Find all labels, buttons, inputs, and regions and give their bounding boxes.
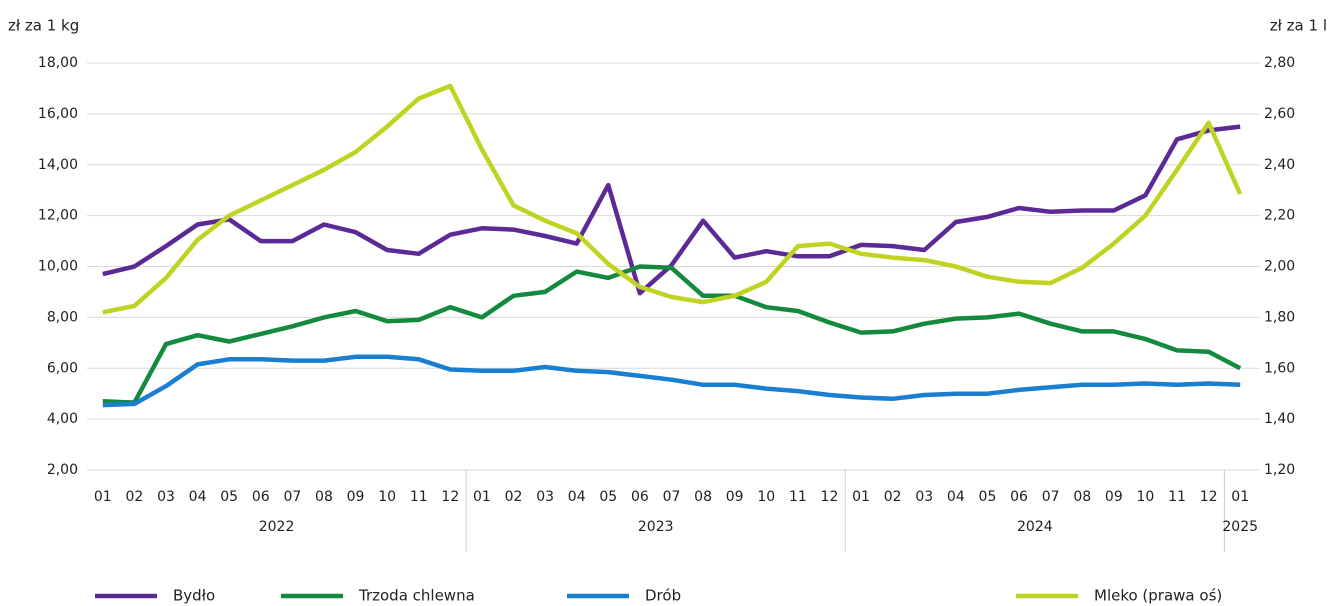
y2-tick-label: 2,00 <box>1264 259 1295 275</box>
series-line <box>102 124 1241 296</box>
x-tick-label: 08 <box>694 489 712 505</box>
x-tick-label: 05 <box>979 489 997 505</box>
x-tick-label: 09 <box>1105 489 1123 505</box>
x-tick-label: 09 <box>347 489 365 505</box>
x-tick-label: 11 <box>789 489 807 505</box>
x-tick-label: 02 <box>505 489 523 505</box>
x-tick-label: 04 <box>947 489 965 505</box>
series-line <box>102 83 1243 315</box>
x-tick-label: 01 <box>94 489 112 505</box>
x-tick-label: 11 <box>410 489 428 505</box>
legend-label: Bydło <box>173 587 215 605</box>
group-label: 2025 <box>1222 519 1258 535</box>
y-tick-label: 12,00 <box>38 208 78 224</box>
y2-tick-label: 2,40 <box>1264 157 1295 173</box>
x-tick-label: 09 <box>726 489 744 505</box>
x-tick-label: 04 <box>189 489 207 505</box>
x-tick-label: 07 <box>283 489 301 505</box>
x-tick-label: 07 <box>1042 489 1060 505</box>
group-label: 2022 <box>259 519 295 535</box>
y-tick-label: 4,00 <box>47 411 78 427</box>
x-tick-label: 01 <box>852 489 870 505</box>
x-tick-label: 08 <box>315 489 333 505</box>
x-tick-label: 05 <box>599 489 617 505</box>
y2-tick-label: 1,20 <box>1264 462 1295 478</box>
y2-tick-label: 1,80 <box>1264 309 1295 325</box>
x-tick-label: 12 <box>441 489 459 505</box>
x-tick-label: 10 <box>378 489 396 505</box>
y2-tick-label: 1,40 <box>1264 411 1295 427</box>
legend-label: Mleko (prawa oś) <box>1094 587 1222 605</box>
x-tick-label: 12 <box>821 489 839 505</box>
x-tick-label: 01 <box>473 489 491 505</box>
x-tick-label: 06 <box>631 489 649 505</box>
y-tick-label: 10,00 <box>38 259 78 275</box>
y-tick-label: 14,00 <box>38 157 78 173</box>
y2-tick-label: 2,20 <box>1264 208 1295 224</box>
y2-tick-label: 2,80 <box>1264 55 1295 71</box>
x-tick-label: 03 <box>157 489 175 505</box>
x-tick-label: 10 <box>757 489 775 505</box>
series-line <box>102 354 1241 408</box>
group-label: 2023 <box>638 519 674 535</box>
x-tick-label: 12 <box>1200 489 1218 505</box>
x-tick-label: 01 <box>1231 489 1249 505</box>
x-tick-label: 02 <box>125 489 143 505</box>
x-tick-label: 03 <box>536 489 554 505</box>
x-tick-label: 05 <box>220 489 238 505</box>
x-tick-label: 11 <box>1168 489 1186 505</box>
y-tick-label: 18,00 <box>38 55 78 71</box>
legend-label: Drób <box>645 587 681 605</box>
y2-axis-label: zł za 1 l <box>1270 17 1327 35</box>
x-tick-label: 06 <box>252 489 270 505</box>
legend-label: Trzoda chlewna <box>358 587 475 605</box>
x-tick-label: 08 <box>1073 489 1091 505</box>
series-line <box>102 264 1242 405</box>
x-tick-label: 04 <box>568 489 586 505</box>
y-tick-label: 8,00 <box>47 309 78 325</box>
y2-tick-label: 2,60 <box>1264 106 1295 122</box>
y2-tick-label: 1,60 <box>1264 360 1295 376</box>
x-tick-label: 07 <box>663 489 681 505</box>
y-axis-label: zł za 1 kg <box>8 17 79 35</box>
x-tick-label: 10 <box>1137 489 1155 505</box>
y-tick-label: 6,00 <box>47 360 78 376</box>
y-tick-label: 16,00 <box>38 106 78 122</box>
x-tick-label: 06 <box>1010 489 1028 505</box>
x-tick-label: 02 <box>884 489 902 505</box>
y-tick-label: 2,00 <box>47 462 78 478</box>
x-tick-label: 03 <box>915 489 933 505</box>
group-label: 2024 <box>1017 519 1053 535</box>
